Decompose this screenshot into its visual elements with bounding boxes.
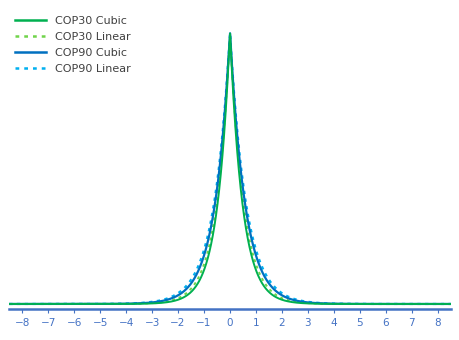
Legend: COP30 Cubic, COP30 Linear, COP90 Cubic, COP90 Linear: COP30 Cubic, COP30 Linear, COP90 Cubic, … xyxy=(15,16,130,74)
